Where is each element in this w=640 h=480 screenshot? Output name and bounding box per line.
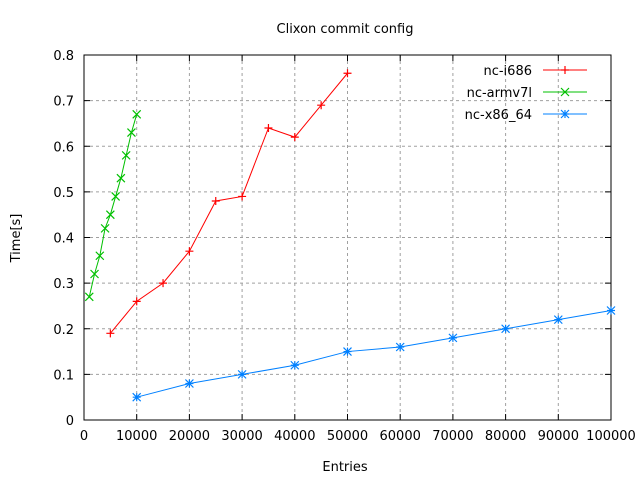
data-point-nc-i686 xyxy=(106,329,115,338)
data-point-nc-x86_64 xyxy=(553,315,563,325)
data-point-nc-i686 xyxy=(343,69,352,78)
x-tick-label: 80000 xyxy=(485,429,526,444)
x-tick-label: 90000 xyxy=(538,429,579,444)
data-point-nc-x86_64 xyxy=(184,379,194,388)
data-point-nc-armv7l xyxy=(121,150,131,160)
data-point-nc-x86_64 xyxy=(448,333,458,343)
legend-marker xyxy=(560,87,570,97)
data-point-nc-i686 xyxy=(159,279,168,288)
data-point-nc-armv7l xyxy=(132,109,142,119)
x-tick-label: 20000 xyxy=(169,429,210,444)
data-point-nc-i686 xyxy=(211,197,220,205)
data-point-nc-x86_64 xyxy=(501,324,511,334)
y-tick-label: 0.5 xyxy=(53,186,74,201)
series-line-nc-armv7l xyxy=(88,114,138,297)
data-point-nc-armv7l xyxy=(100,223,110,233)
y-tick-label: 0.1 xyxy=(53,368,74,383)
x-tick-label: 10000 xyxy=(116,429,157,444)
series-line-nc-i686 xyxy=(109,72,348,334)
legend-label: nc-i686 xyxy=(483,64,532,79)
x-tick-label: 70000 xyxy=(432,429,473,444)
legend-marker xyxy=(561,66,569,74)
x-tick-label: 60000 xyxy=(380,429,421,444)
y-tick-label: 0.6 xyxy=(53,140,74,155)
x-tick-label: 100000 xyxy=(586,429,636,444)
data-point-nc-armv7l xyxy=(105,210,115,220)
data-point-nc-x86_64 xyxy=(290,360,300,370)
data-point-nc-x86_64 xyxy=(606,306,616,315)
data-point-nc-i686 xyxy=(185,247,194,256)
chart-title: Clixon commit config xyxy=(277,22,414,37)
data-point-nc-x86_64 xyxy=(395,342,405,352)
data-point-nc-i686 xyxy=(290,133,299,142)
x-tick-label: 40000 xyxy=(274,429,315,444)
y-axis-label: Time[s] xyxy=(9,214,24,264)
data-point-nc-armv7l xyxy=(127,128,136,137)
data-point-nc-i686 xyxy=(132,297,141,306)
x-axis-label: Entries xyxy=(322,460,368,475)
x-tick-label: 30000 xyxy=(221,429,262,444)
y-tick-label: 0.3 xyxy=(53,277,74,292)
series-line-nc-x86_64 xyxy=(136,310,612,398)
y-tick-label: 0.8 xyxy=(53,49,74,64)
data-point-nc-x86_64 xyxy=(237,369,247,379)
x-tick-label: 0 xyxy=(80,429,88,444)
y-tick-label: 0.4 xyxy=(53,232,74,247)
legend-marker xyxy=(560,109,570,119)
data-point-nc-x86_64 xyxy=(343,347,352,356)
data-point-nc-armv7l xyxy=(111,192,121,201)
data-point-nc-armv7l xyxy=(95,251,105,261)
data-point-nc-i686 xyxy=(317,101,326,110)
data-point-nc-armv7l xyxy=(84,292,94,302)
x-tick-label: 50000 xyxy=(327,429,368,444)
data-point-nc-x86_64 xyxy=(132,392,142,402)
y-tick-label: 0.7 xyxy=(53,95,74,110)
y-tick-label: 0.2 xyxy=(53,323,74,338)
legend-label: nc-armv7l xyxy=(467,86,532,101)
data-point-nc-armv7l xyxy=(90,269,99,279)
y-tick-label: 0 xyxy=(66,414,74,429)
plot-border xyxy=(83,54,612,421)
data-point-nc-i686 xyxy=(238,192,247,201)
legend-label: nc-x86_64 xyxy=(465,108,532,123)
data-point-nc-armv7l xyxy=(116,173,126,183)
data-point-nc-i686 xyxy=(264,124,273,132)
